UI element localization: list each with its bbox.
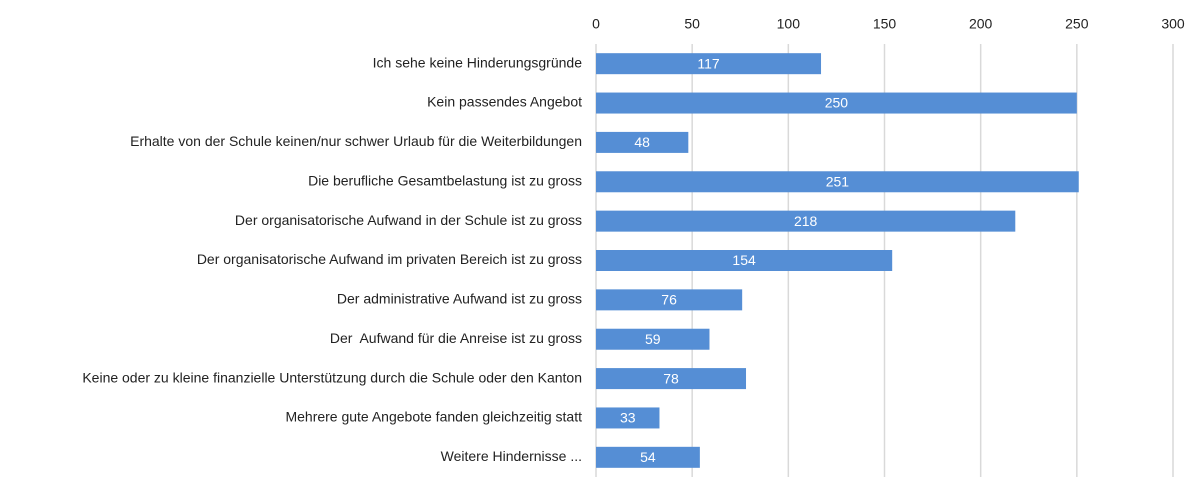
x-tick-label: 0 — [592, 16, 600, 32]
x-tick-label: 50 — [684, 16, 700, 32]
y-tick-label: Der organisatorische Aufwand im privaten… — [197, 251, 582, 267]
x-tick-label: 200 — [969, 16, 993, 32]
data-label: 154 — [732, 252, 756, 268]
y-tick-label: Weitere Hindernisse ... — [441, 448, 582, 464]
data-label: 78 — [663, 370, 679, 386]
data-label: 54 — [640, 449, 656, 465]
x-tick-label: 100 — [777, 16, 801, 32]
bar — [596, 289, 743, 311]
bar — [596, 446, 700, 468]
bar — [596, 53, 822, 75]
y-tick-label: Keine oder zu kleine finanzielle Unterst… — [82, 369, 582, 385]
y-tick-label: Der Aufwand für die Anreise ist zu gross — [330, 330, 582, 346]
bar — [596, 210, 1016, 232]
y-tick-label: Der administrative Aufwand ist zu gross — [337, 291, 582, 307]
data-label: 48 — [634, 134, 650, 150]
bar — [596, 368, 747, 390]
x-tick-label: 150 — [873, 16, 897, 32]
data-label: 218 — [794, 213, 818, 229]
bar — [596, 328, 710, 350]
x-tick-label: 250 — [1065, 16, 1089, 32]
y-tick-label: Ich sehe keine Hinderungsgründe — [373, 54, 583, 70]
bar — [596, 250, 893, 271]
data-label: 33 — [620, 410, 636, 426]
y-tick-label: Erhalte von der Schule keinen/nur schwer… — [130, 133, 582, 149]
bar — [596, 131, 689, 153]
y-tick-label: Die berufliche Gesamtbelastung ist zu gr… — [308, 172, 582, 188]
bar — [596, 407, 660, 429]
bar — [596, 171, 1079, 193]
data-label: 250 — [825, 95, 849, 111]
y-tick-label: Mehrere gute Angebote fanden gleichzeiti… — [285, 409, 582, 425]
y-tick-label: Der organisatorische Aufwand in der Schu… — [235, 212, 582, 228]
y-tick-label: Kein passendes Angebot — [427, 94, 582, 110]
data-label: 76 — [661, 292, 677, 308]
data-label: 59 — [645, 331, 661, 347]
data-label: 251 — [826, 173, 850, 189]
bar — [596, 92, 1077, 114]
data-label: 117 — [697, 55, 720, 71]
x-tick-label: 300 — [1161, 16, 1185, 32]
